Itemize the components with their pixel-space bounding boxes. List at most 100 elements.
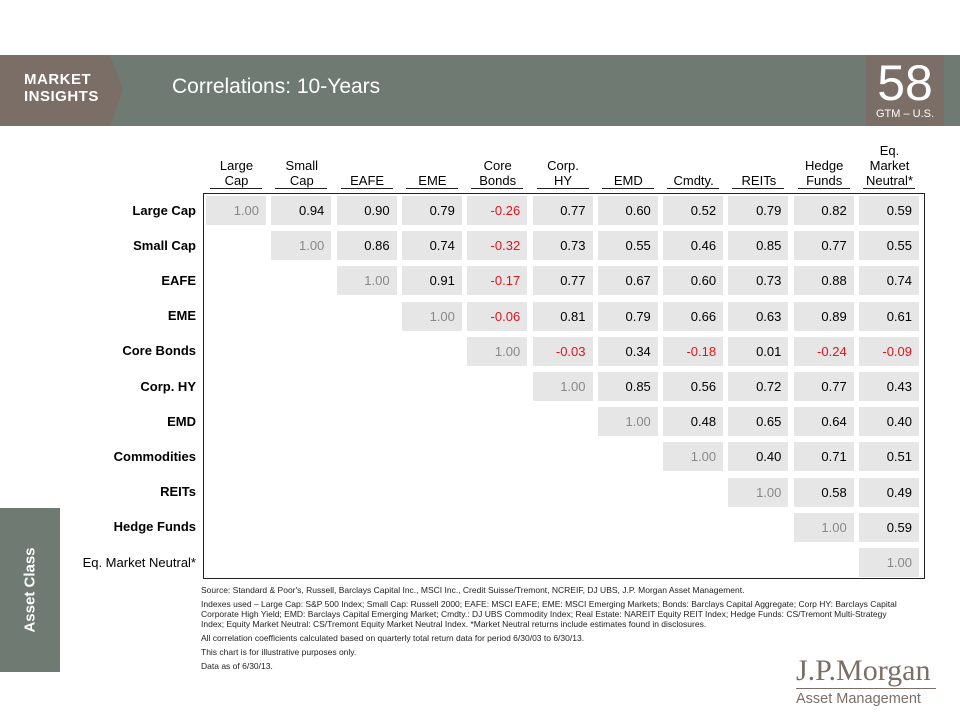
column-header: Core Bonds [466,140,529,188]
correlation-cell: 0.60 [597,196,658,225]
column-header-label: REITs [741,173,777,188]
column-header-underline [210,188,262,189]
correlation-cell: -0.24 [793,336,854,366]
correlation-cell: 0.48 [663,407,724,437]
correlation-cell: 0.61 [859,301,919,331]
correlation-cell: 0.88 [793,266,854,296]
row-label: Corp. HY [140,378,196,394]
correlation-cell: 0.60 [663,266,724,296]
correlation-cell: 0.59 [859,196,919,225]
correlation-cell: 1.00 [467,336,528,366]
correlation-cell: 0.67 [597,266,658,296]
correlation-cell: 0.40 [728,442,789,472]
correlation-cell: 0.86 [336,231,397,261]
correlation-cell: 1.00 [859,548,919,577]
column-header-label: EME [418,173,447,188]
column-header: Hedge Funds [793,140,856,188]
footnote-indexes: Indexes used – Large Cap: S&P 500 Index;… [201,599,897,629]
correlation-cell: 0.55 [859,231,919,261]
column-header-label: Eq. Market Neutral* [866,143,913,188]
correlation-cell: 0.58 [793,477,854,507]
footnote-illustrative: This chart is for illustrative purposes … [201,647,357,657]
correlation-cell: 0.82 [793,196,854,225]
row-label: Large Cap [132,202,196,218]
column-header: REITs [727,140,790,188]
footnote-source: Source: Standard & Poor's, Russell, Barc… [201,585,745,595]
correlation-cell: 0.74 [859,266,919,296]
column-header-label: EAFE [350,173,385,188]
column-header-underline [536,188,589,189]
correlation-cell: 0.73 [532,231,593,261]
column-header-label: Corp. HY [547,158,579,188]
column-header: Small Cap [270,140,333,188]
correlation-cell: -0.06 [467,301,528,331]
correlation-cell: 0.01 [728,336,789,366]
column-header-underline [405,188,458,189]
column-header-underline [471,188,524,189]
header-bar [0,55,960,126]
column-header-underline [797,188,850,189]
correlation-cell: 0.59 [859,512,919,542]
page-title: Correlations: 10-Years [172,75,381,98]
column-header: EME [401,140,464,188]
correlation-cell: 0.49 [859,477,919,507]
correlation-cell: -0.26 [467,196,528,225]
correlation-cell: 1.00 [336,266,397,296]
column-header-underline [863,188,915,189]
column-header: Large Cap [205,140,268,188]
correlation-cell: 1.00 [663,442,724,472]
row-label: Eq. Market Neutral* [82,554,196,570]
market-insights-tab [0,55,123,126]
column-header-underline [601,188,654,189]
column-header-label: Cmdty. [673,173,714,188]
row-label: Core Bonds [122,343,196,359]
column-header: Eq. Market Neutral* [858,140,921,188]
correlation-cell: 0.91 [401,266,462,296]
row-label: Small Cap [133,237,196,253]
correlation-cell: 0.64 [793,407,854,437]
correlation-cell: 1.00 [401,301,462,331]
column-header-label: EMD [613,173,643,188]
correlation-cell: 0.73 [728,266,789,296]
page-number: 58 [877,55,933,111]
column-header-underline [732,188,785,189]
correlation-cell: 1.00 [597,407,658,437]
correlation-cell: 0.56 [663,372,724,401]
correlation-cell: 0.40 [859,407,919,437]
column-header-label: Core Bonds [479,158,517,188]
correlation-cell: 1.00 [793,512,854,542]
row-label: Hedge Funds [113,519,196,535]
correlation-cell: -0.32 [467,231,528,261]
correlation-cell: 0.81 [532,301,593,331]
correlation-cell: -0.18 [663,336,724,366]
correlation-cell: 0.43 [859,372,919,401]
correlation-cell: 0.79 [597,301,658,331]
correlation-cell: 0.71 [793,442,854,472]
column-header: EMD [597,140,660,188]
correlation-cell: 1.00 [728,477,789,507]
correlation-cell: 0.34 [597,336,658,366]
column-header: Corp. HY [532,140,595,188]
market-insights-label: MARKET INSIGHTS [24,71,99,105]
column-header: Cmdty. [662,140,725,188]
correlation-grid-frame [203,193,925,579]
correlation-cell: 0.72 [728,372,789,401]
column-header-underline [340,188,393,189]
correlation-cell: -0.17 [467,266,528,296]
row-label: REITs [160,484,196,500]
column-header: EAFE [336,140,399,188]
column-header-label: Small Cap [285,158,319,188]
column-header-underline [667,188,720,189]
correlation-cell: 0.63 [728,301,789,331]
row-label: Commodities [113,448,196,464]
column-header-label: Large Cap [219,158,254,188]
footnote-data-date: Data as of 6/30/13. [201,661,273,671]
correlation-cell: -0.03 [532,336,593,366]
correlation-cell: 0.74 [401,231,462,261]
correlation-cell: 1.00 [206,196,266,225]
page-number-box: 58 GTM – U.S. [866,55,944,126]
row-label: EME [167,308,196,324]
correlation-cell: -0.09 [859,336,919,366]
correlation-cell: 0.55 [597,231,658,261]
footnote-period: All correlation coefficients calculated … [201,633,585,643]
